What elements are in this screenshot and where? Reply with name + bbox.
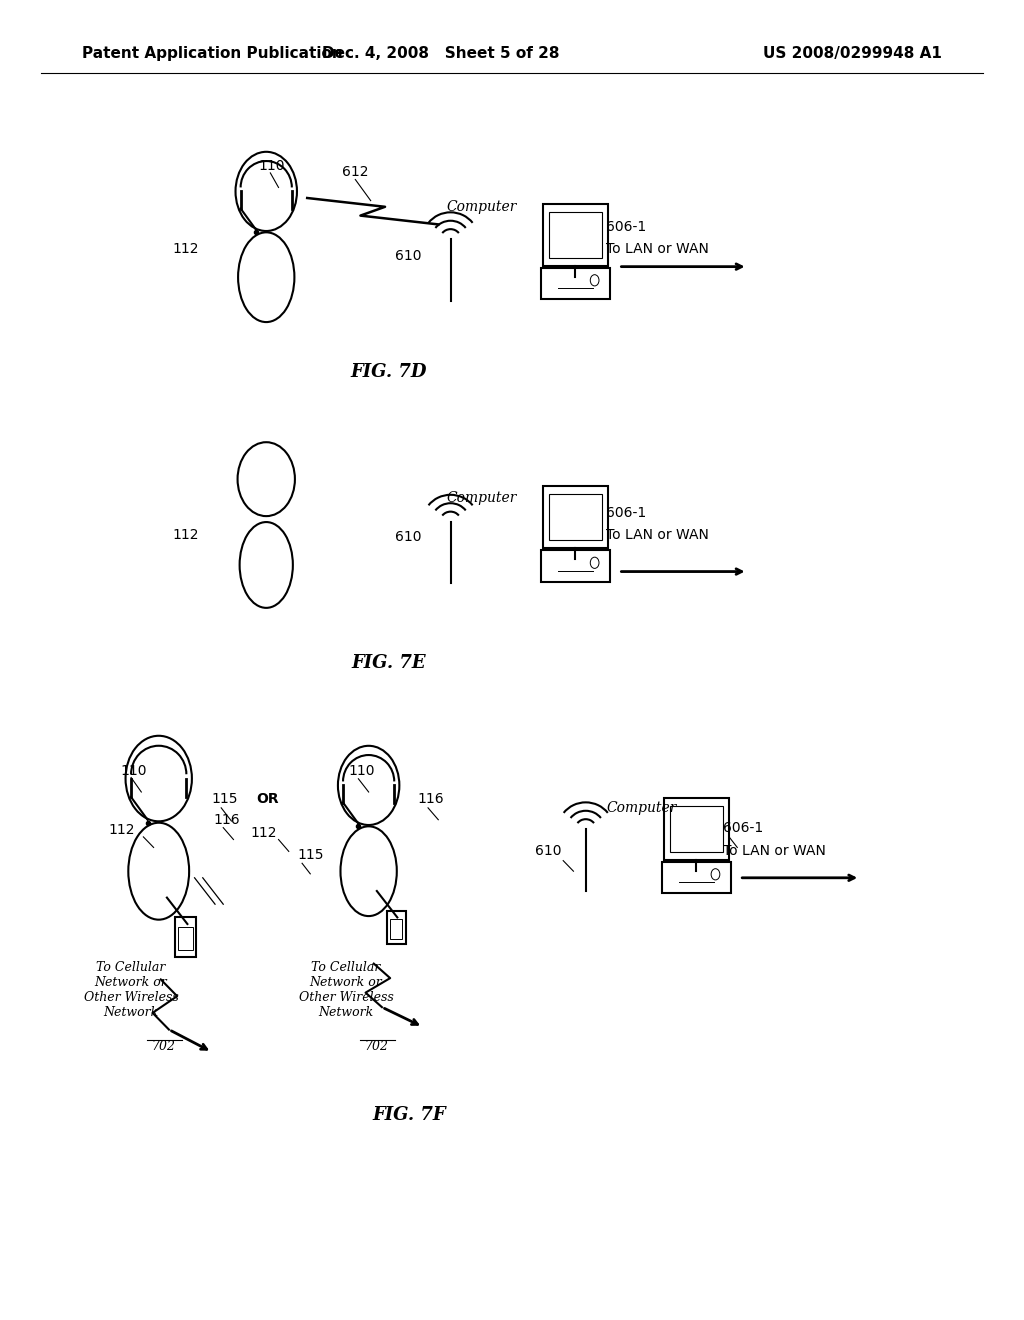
Text: 112: 112 bbox=[109, 824, 135, 837]
Text: Computer: Computer bbox=[446, 491, 517, 504]
Text: 115: 115 bbox=[211, 792, 238, 805]
Text: To LAN or WAN: To LAN or WAN bbox=[606, 243, 709, 256]
Text: 606-1: 606-1 bbox=[606, 220, 646, 234]
Text: Computer: Computer bbox=[606, 801, 677, 814]
Text: 110: 110 bbox=[121, 764, 147, 777]
Text: 112: 112 bbox=[172, 243, 199, 256]
Text: Patent Application Publication: Patent Application Publication bbox=[82, 46, 343, 61]
Text: 702: 702 bbox=[365, 1040, 388, 1053]
Text: 610: 610 bbox=[395, 249, 422, 263]
Text: 702: 702 bbox=[152, 1040, 175, 1053]
Text: To LAN or WAN: To LAN or WAN bbox=[723, 845, 825, 858]
Text: FIG. 7E: FIG. 7E bbox=[352, 653, 426, 672]
Text: 116: 116 bbox=[213, 813, 240, 826]
Text: 115: 115 bbox=[297, 849, 324, 862]
Text: FIG. 7D: FIG. 7D bbox=[351, 363, 427, 381]
Text: 116: 116 bbox=[418, 792, 444, 805]
Text: 110: 110 bbox=[348, 764, 375, 777]
Text: 606-1: 606-1 bbox=[606, 507, 646, 520]
Text: 610: 610 bbox=[535, 845, 561, 858]
Text: 110: 110 bbox=[258, 160, 285, 173]
Text: US 2008/0299948 A1: US 2008/0299948 A1 bbox=[763, 46, 942, 61]
Text: 112: 112 bbox=[172, 528, 199, 541]
Text: 612: 612 bbox=[342, 165, 369, 178]
Text: 610: 610 bbox=[395, 531, 422, 544]
Text: Computer: Computer bbox=[446, 201, 517, 214]
Text: 112: 112 bbox=[250, 826, 276, 840]
Text: To Cellular
Network or
Other Wireless
Network: To Cellular Network or Other Wireless Ne… bbox=[84, 961, 178, 1019]
Text: To LAN or WAN: To LAN or WAN bbox=[606, 528, 709, 541]
Text: OR: OR bbox=[256, 792, 279, 805]
Text: 606-1: 606-1 bbox=[723, 821, 763, 834]
Text: To Cellular
Network or
Other Wireless
Network: To Cellular Network or Other Wireless Ne… bbox=[299, 961, 393, 1019]
Text: Dec. 4, 2008   Sheet 5 of 28: Dec. 4, 2008 Sheet 5 of 28 bbox=[322, 46, 559, 61]
Text: FIG. 7F: FIG. 7F bbox=[373, 1106, 446, 1125]
